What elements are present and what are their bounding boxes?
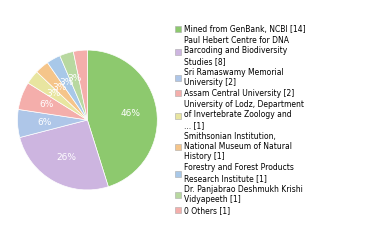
Wedge shape bbox=[73, 50, 87, 120]
Text: 3%: 3% bbox=[52, 83, 66, 92]
Text: 46%: 46% bbox=[120, 109, 140, 118]
Wedge shape bbox=[17, 109, 87, 138]
Wedge shape bbox=[20, 120, 108, 190]
Wedge shape bbox=[87, 50, 157, 187]
Wedge shape bbox=[48, 56, 87, 120]
Text: 6%: 6% bbox=[40, 101, 54, 109]
Text: 6%: 6% bbox=[37, 118, 51, 127]
Wedge shape bbox=[18, 83, 87, 120]
Wedge shape bbox=[28, 72, 87, 120]
Text: 3%: 3% bbox=[67, 74, 82, 83]
Wedge shape bbox=[37, 63, 87, 120]
Legend: Mined from GenBank, NCBI [14], Paul Hebert Centre for DNA
Barcoding and Biodiver: Mined from GenBank, NCBI [14], Paul Hebe… bbox=[175, 25, 306, 215]
Wedge shape bbox=[60, 52, 87, 120]
Text: 26%: 26% bbox=[56, 153, 76, 162]
Text: 3%: 3% bbox=[59, 78, 74, 87]
Text: 3%: 3% bbox=[46, 89, 60, 98]
